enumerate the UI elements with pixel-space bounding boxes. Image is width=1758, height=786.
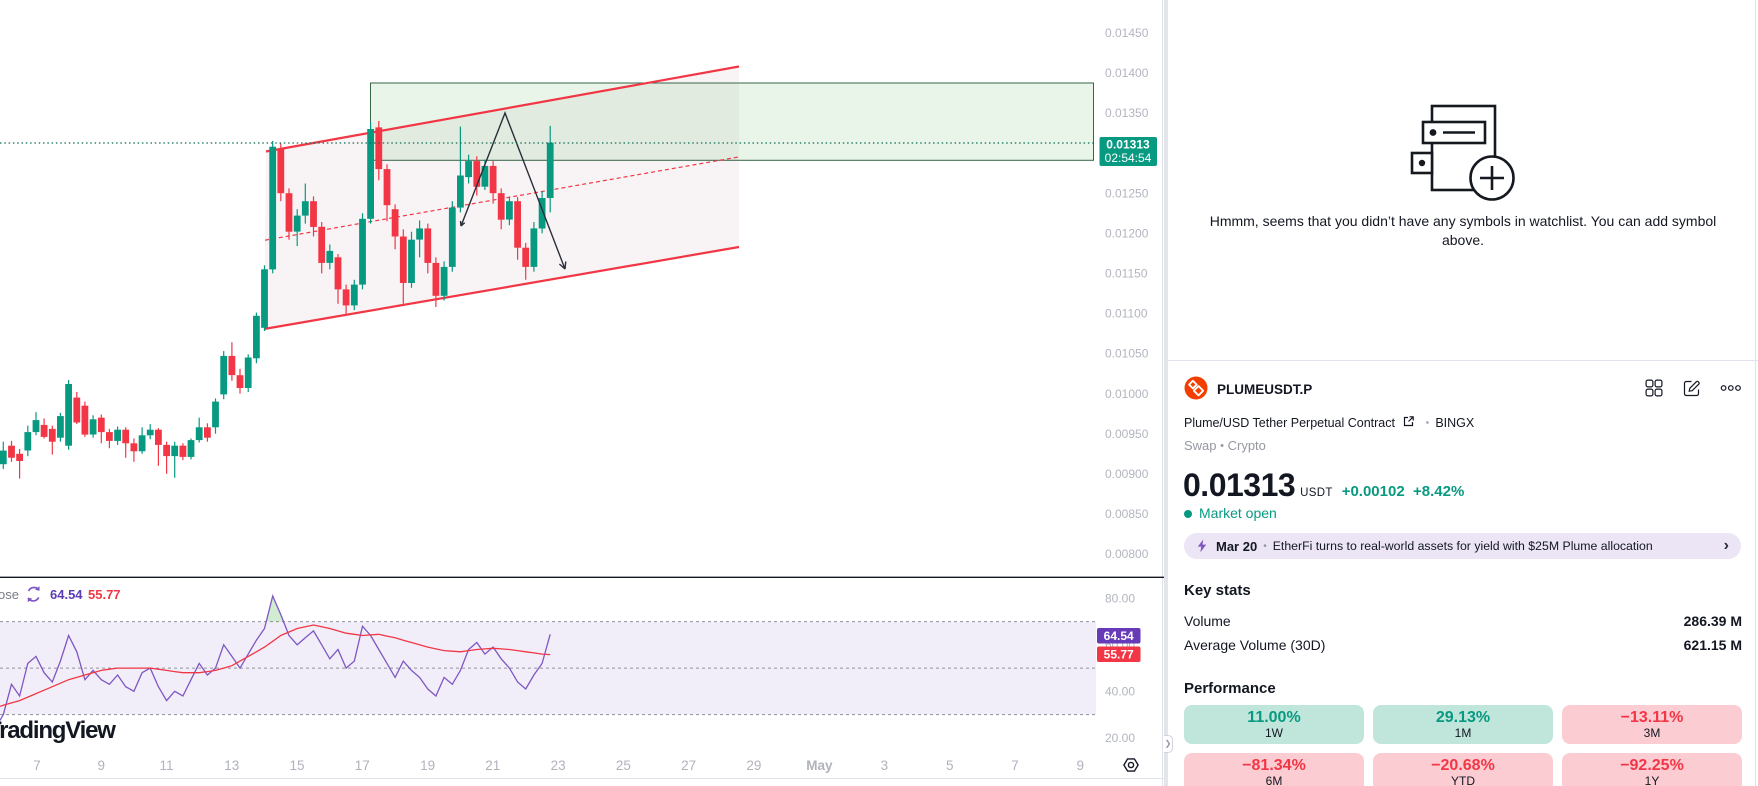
svg-text:7: 7 bbox=[1011, 758, 1019, 773]
svg-text:0.01000: 0.01000 bbox=[1105, 387, 1149, 401]
svg-text:0.01350: 0.01350 bbox=[1105, 106, 1149, 120]
svg-text:17: 17 bbox=[355, 758, 370, 773]
svg-text:0.01050: 0.01050 bbox=[1105, 347, 1149, 361]
svg-text:15: 15 bbox=[289, 758, 304, 773]
svg-text:0.01150: 0.01150 bbox=[1105, 267, 1148, 281]
svg-text:55.77: 55.77 bbox=[1104, 648, 1134, 662]
svg-text:5: 5 bbox=[946, 758, 954, 773]
svg-text:80.00: 80.00 bbox=[1105, 592, 1135, 606]
svg-text:3: 3 bbox=[881, 758, 889, 773]
svg-text:0.01100: 0.01100 bbox=[1105, 307, 1148, 321]
svg-text:0.01450: 0.01450 bbox=[1105, 26, 1149, 40]
svg-text:02:54:54: 02:54:54 bbox=[1105, 151, 1152, 165]
svg-text:0.01200: 0.01200 bbox=[1105, 227, 1149, 241]
svg-text:27: 27 bbox=[681, 758, 696, 773]
svg-text:40.00: 40.00 bbox=[1105, 685, 1135, 699]
svg-text:0.01250: 0.01250 bbox=[1105, 186, 1149, 200]
svg-text:TradingView: TradingView bbox=[0, 717, 116, 744]
svg-text:21: 21 bbox=[485, 758, 500, 773]
svg-text:29: 29 bbox=[746, 758, 761, 773]
svg-text:20.00: 20.00 bbox=[1105, 731, 1135, 745]
svg-text:0.00900: 0.00900 bbox=[1105, 467, 1149, 481]
svg-text:0.01313: 0.01313 bbox=[1106, 138, 1150, 152]
svg-text:25: 25 bbox=[616, 758, 631, 773]
svg-text:9: 9 bbox=[97, 758, 105, 773]
svg-text:May: May bbox=[806, 758, 833, 773]
svg-text:55.77: 55.77 bbox=[88, 587, 121, 602]
svg-text:23: 23 bbox=[551, 758, 566, 773]
svg-text:0.00950: 0.00950 bbox=[1105, 427, 1149, 441]
svg-text:0.00800: 0.00800 bbox=[1105, 547, 1149, 561]
svg-text:ose: ose bbox=[0, 587, 19, 602]
svg-text:0.01400: 0.01400 bbox=[1105, 66, 1149, 80]
svg-text:7: 7 bbox=[33, 758, 41, 773]
svg-text:19: 19 bbox=[420, 758, 435, 773]
svg-text:64.54: 64.54 bbox=[50, 587, 83, 602]
svg-text:0.00850: 0.00850 bbox=[1105, 507, 1149, 521]
svg-text:9: 9 bbox=[1076, 758, 1084, 773]
svg-text:11: 11 bbox=[159, 758, 173, 773]
svg-text:13: 13 bbox=[224, 758, 239, 773]
svg-text:64.54: 64.54 bbox=[1104, 629, 1134, 643]
